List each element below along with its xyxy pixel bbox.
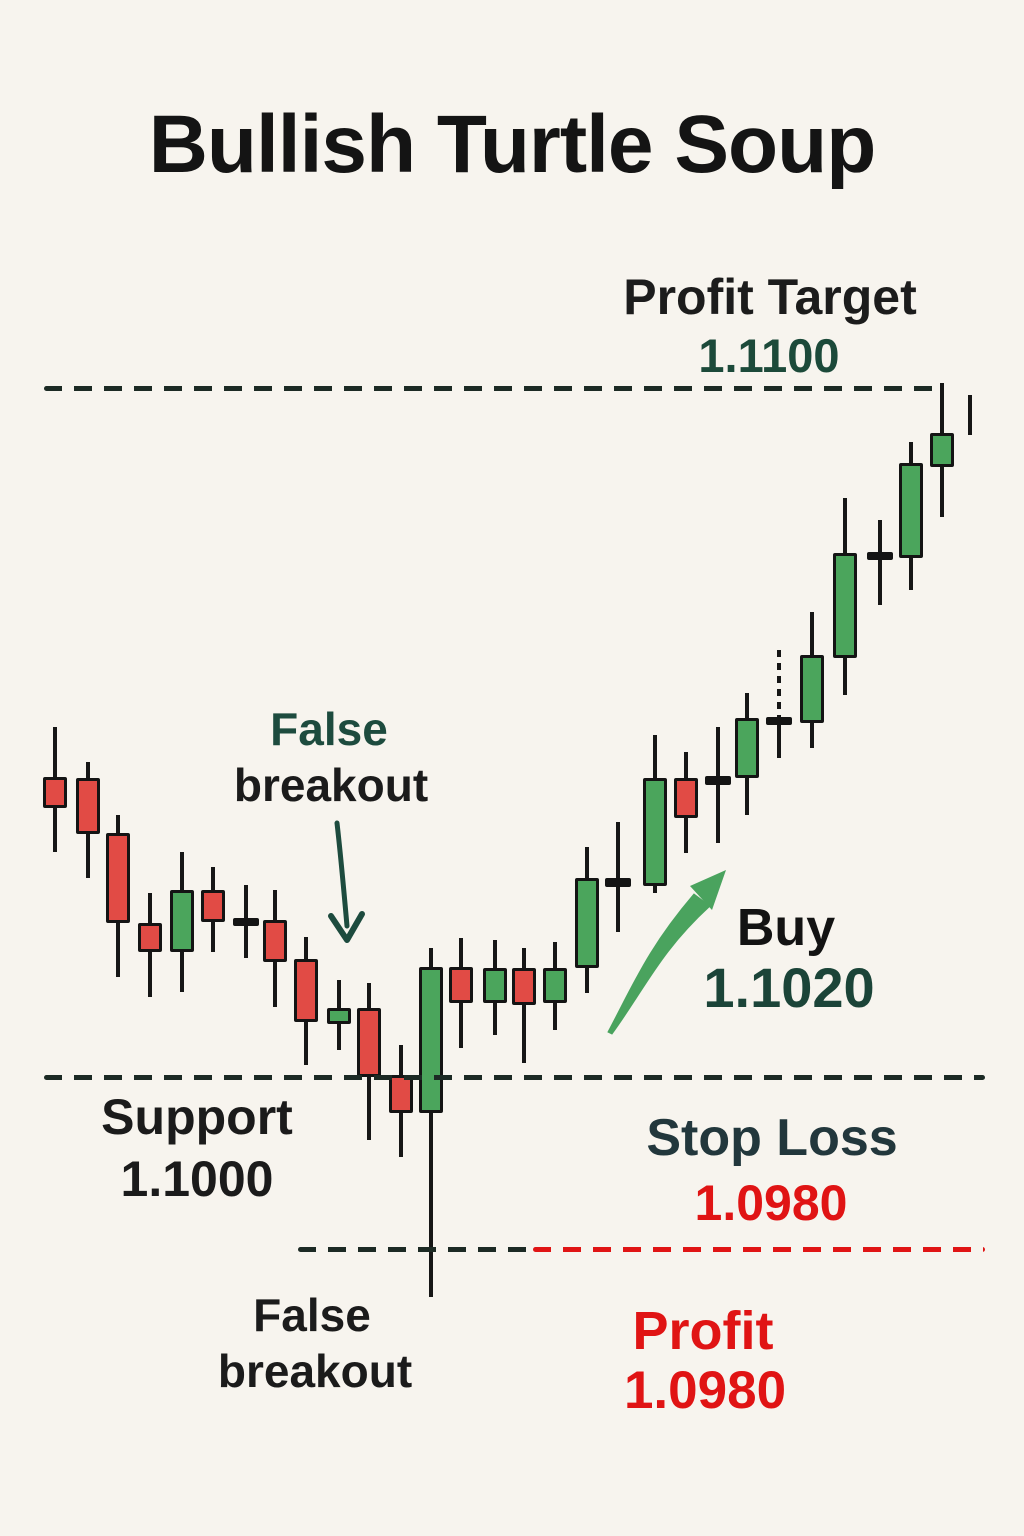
false-breakout-top-label-line2: breakout [233, 759, 429, 811]
candle-wick [777, 725, 781, 758]
bearish-candle [201, 890, 225, 922]
profit-label: Profit [632, 1301, 774, 1361]
bullish-candle [543, 968, 567, 1003]
profit-target-dashed-line [44, 386, 938, 391]
support-label: Support [101, 1089, 293, 1145]
bearish-candle [449, 967, 473, 1003]
candle-wick [878, 520, 882, 605]
bullish-candle [735, 718, 759, 778]
doji-candle [605, 878, 631, 887]
false-breakout-arrowhead-icon [328, 911, 365, 943]
bullish-candle [800, 655, 824, 723]
doji-candle [766, 717, 792, 725]
candle-wick [522, 948, 526, 1063]
false-breakout-bottom-label-line1: False [253, 1289, 371, 1341]
false-breakout-arrow-icon [334, 820, 350, 929]
stop-loss-label: Stop Loss [646, 1109, 898, 1167]
bearish-candle [43, 777, 67, 808]
false-breakout-bottom-label-line2: breakout [217, 1345, 413, 1397]
bullish-candle [483, 968, 507, 1003]
candle-wick [616, 822, 620, 932]
support-value: 1.1000 [120, 1151, 274, 1207]
bearish-candle [357, 1008, 381, 1077]
stop-loss-dashed-line [298, 1247, 533, 1252]
false-breakout-top-label-line1: False [270, 703, 388, 755]
bullish-candle [643, 778, 667, 886]
buy-value: 1.1020 [703, 956, 875, 1019]
bullish-candle [327, 1008, 351, 1024]
bullish-candle [419, 967, 443, 1113]
bearish-candle [294, 959, 318, 1022]
bearish-candle [76, 778, 100, 834]
support-dashed-line [44, 1075, 985, 1080]
buy-arrow-icon [607, 893, 711, 1035]
profit-value: 1.0980 [623, 1361, 787, 1420]
stop-loss-value: 1.0980 [694, 1175, 848, 1231]
bearish-candle [138, 923, 162, 952]
doji-candle [867, 552, 893, 560]
profit-target-label: Profit Target [623, 269, 917, 325]
lone-wick [968, 395, 972, 435]
bullish-candle [899, 463, 923, 558]
profit-target-value: 1.1100 [698, 329, 840, 382]
bullish-candle [170, 890, 194, 952]
stop-loss-dashed-line [533, 1247, 985, 1252]
bearish-candle [106, 833, 130, 923]
bullish-candle [575, 878, 599, 968]
bullish-candle [930, 433, 954, 467]
candle-wick-dotted [777, 650, 781, 717]
doji-candle [705, 776, 731, 785]
doji-candle [233, 918, 259, 926]
buy-arrowhead-icon [690, 870, 726, 910]
candle-wick [716, 727, 720, 843]
page-title: Bullish Turtle Soup [148, 99, 877, 190]
bearish-candle [263, 920, 287, 962]
bullish-candle [833, 553, 857, 658]
buy-label: Buy [736, 899, 836, 957]
bearish-candle [674, 778, 698, 818]
bearish-candle [512, 968, 536, 1005]
candle-wick [429, 948, 433, 1297]
